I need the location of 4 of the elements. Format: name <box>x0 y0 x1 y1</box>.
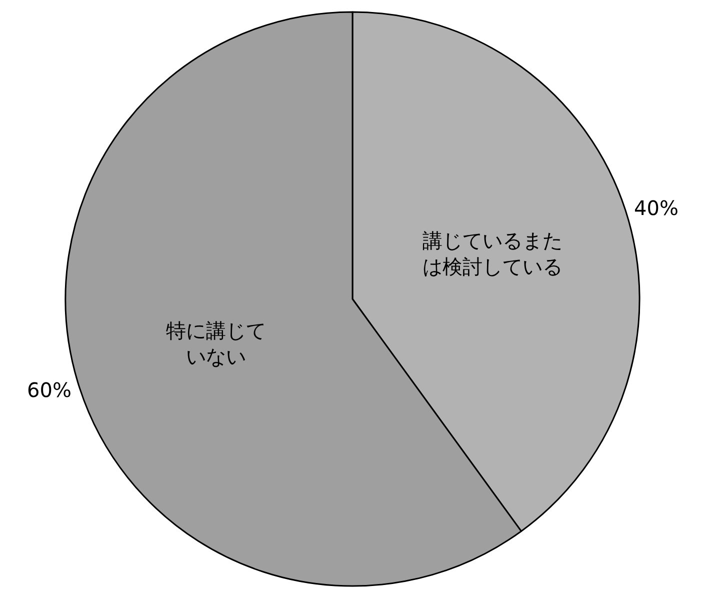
slice-label: 特に講じていない <box>166 318 266 368</box>
data-label: 40% <box>634 196 678 220</box>
slice-label: 講じているまたは検討している <box>422 228 562 279</box>
data-label: 60% <box>27 378 72 402</box>
